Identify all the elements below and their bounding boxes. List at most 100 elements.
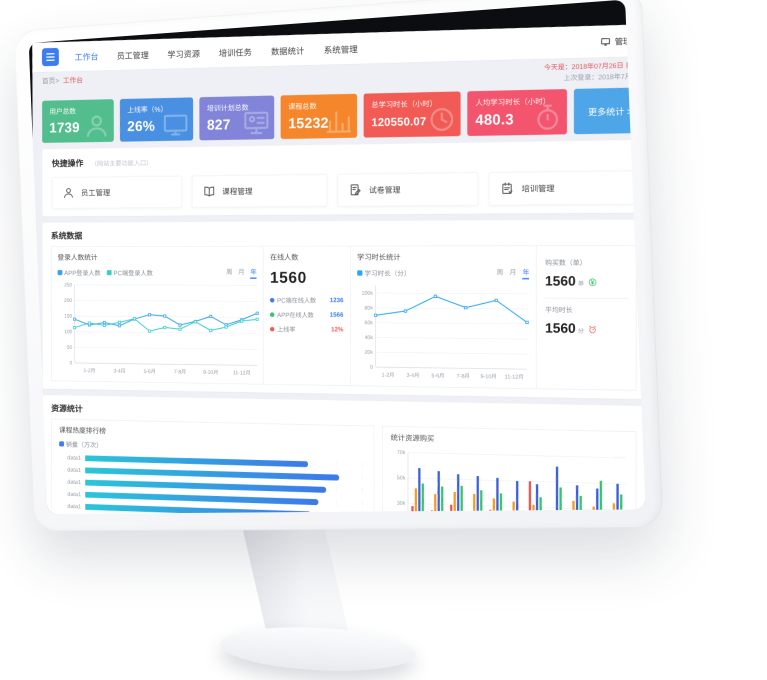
range-tab-月[interactable]: 月 — [238, 268, 245, 277]
system-data-panel: 系统数据 登录人数统计 APP登录人数 PC端登录人数 周月年 0 50 100 150… — [42, 219, 646, 400]
svg-text:60k: 60k — [364, 320, 373, 326]
more-stats-card[interactable]: 更多统计 > — [573, 87, 646, 135]
svg-text:30k: 30k — [397, 501, 406, 508]
online-users-rows: PC端在线人数 1236 APP在线人数 1566 上线率 12% — [270, 295, 343, 334]
nav-tab-工作台[interactable]: 工作台 — [74, 51, 99, 62]
legend-label: PC端登录人数 — [113, 270, 153, 278]
stat-card: 上线率（%） 26% — [119, 97, 194, 142]
rank-bar — [85, 455, 308, 467]
purchase-stat-unit: 分 — [577, 327, 585, 335]
resource-buy-panel: 统计资源购买 010k30k50k70k — [381, 425, 637, 515]
nav-tab-培训任务[interactable]: 培训任务 — [218, 47, 252, 58]
svg-text:11-12月: 11-12月 — [505, 373, 524, 381]
legend-swatch — [57, 269, 63, 275]
course-rank-legend: 销量（万次） — [59, 439, 102, 449]
legend-item[interactable]: APP登录人数 — [57, 267, 101, 278]
rank-bar-label: data1 — [67, 490, 82, 498]
svg-text:9-10月: 9-10月 — [203, 369, 218, 376]
svg-text:3-4月: 3-4月 — [406, 372, 419, 379]
svg-text:50: 50 — [67, 345, 73, 351]
online-stat-label: PC端在线人数 — [277, 297, 317, 305]
system-data-body: 登录人数统计 APP登录人数 PC端登录人数 周月年 0 50 100 150 200 25… — [50, 245, 637, 391]
online-stat-row: 上线率 12% — [270, 324, 343, 334]
book-icon — [203, 185, 216, 199]
legend-item[interactable]: 销量（万次） — [59, 439, 102, 449]
login-chart-legend: APP登录人数 PC端登录人数 — [57, 267, 153, 278]
today-date: 今天是：2018年07月26日 星期三 — [544, 61, 646, 72]
range-tab-周[interactable]: 周 — [226, 268, 233, 277]
person-icon — [62, 186, 75, 200]
svg-text:150: 150 — [64, 314, 72, 320]
svg-text:250: 250 — [64, 282, 72, 288]
svg-text:20k: 20k — [364, 350, 373, 356]
legend-label: APP登录人数 — [64, 270, 101, 278]
online-stat-row: PC端在线人数 1236 — [270, 295, 343, 305]
legend-label: 学习时长（分） — [364, 270, 411, 278]
resource-stats-panel: 资源统计 课程热度排行榜 销量（万次） data1 data1 data1 data1… — [42, 394, 646, 515]
study-chart-legend: 学习时长（分） — [357, 268, 410, 278]
stat-card: 课程总数 15232 — [280, 93, 357, 140]
legend-item[interactable]: PC端登录人数 — [106, 267, 153, 278]
online-stat-label: APP在线人数 — [277, 311, 314, 320]
online-users-panel: 在线人数 1560 PC端在线人数 1236 APP在线人数 1566 上线率 12% — [263, 246, 351, 386]
legend-item[interactable]: 学习时长（分） — [357, 268, 410, 278]
rank-bar-label: data1 — [67, 478, 82, 486]
range-tab-月[interactable]: 月 — [509, 269, 517, 277]
svg-text:200: 200 — [64, 298, 72, 304]
nav-tab-数据统计[interactable]: 数据统计 — [270, 45, 305, 57]
legend-swatch — [59, 440, 64, 447]
system-data-title: 系统数据 — [50, 230, 83, 241]
nav-tab-系统管理[interactable]: 系统管理 — [323, 44, 358, 55]
resource-buy-bar-chart: 010k30k50k70k — [397, 450, 628, 515]
stopwatch-icon — [532, 101, 564, 133]
login-chart-title: 登录人数统计 — [57, 253, 98, 262]
quick-actions-panel: 快捷操作 （网站主要功能入口） 员工管理 课程管理 试卷管理 培训管理 — [42, 139, 646, 217]
quick-action-label: 员工管理 — [80, 188, 111, 198]
breadcrumb-current: 工作台 — [62, 76, 83, 85]
purchase-stats-panel: 购买数（单） 1560 单平均时长 1560 分 — [536, 245, 636, 390]
rank-bar — [85, 479, 327, 493]
purchase-stat-label: 平均时长 — [545, 306, 573, 315]
breadcrumb-home[interactable]: 首页> — [42, 77, 60, 86]
quick-action-员工管理[interactable]: 员工管理 — [51, 175, 183, 209]
breadcrumb: 首页> 工作台 — [42, 75, 83, 86]
stat-card: 培训计划总数 827 — [199, 95, 275, 141]
user-menu[interactable]: 管理员 ▾ — [601, 34, 646, 47]
online-users-value: 1560 — [270, 268, 307, 287]
nav-tab-员工管理[interactable]: 员工管理 — [116, 50, 149, 61]
svg-text:11-12月: 11-12月 — [233, 369, 251, 376]
quick-action-试卷管理[interactable]: 试卷管理 — [337, 172, 479, 207]
svg-text:0: 0 — [370, 365, 373, 371]
quick-action-培训管理[interactable]: 培训管理 — [488, 170, 636, 206]
study-chart-panel: 学习时长统计 学习时长（分） 周月年 0 20k 40k 60k 80k 100k 1-2月… — [349, 245, 537, 389]
nav-tab-学习资源[interactable]: 学习资源 — [167, 48, 200, 60]
svg-text:0: 0 — [70, 360, 73, 366]
purchase-stat-value: 1560 — [545, 321, 576, 337]
date-info: 今天是：2018年07月26日 星期三 上次登录：2018年7月25日 — [544, 60, 646, 84]
range-tab-周[interactable]: 周 — [496, 269, 504, 277]
login-line-chart: 0 50 100 150 200 250 1-2月 3-4月 5-6月 7-8月 9-10月 11-1… — [64, 282, 263, 377]
range-tab-年[interactable]: 年 — [522, 266, 530, 280]
resource-buy-title: 统计资源购买 — [390, 434, 435, 444]
rank-bar — [85, 491, 319, 505]
quick-action-课程管理[interactable]: 课程管理 — [191, 174, 328, 208]
rank-bar-label: data1 — [67, 502, 82, 510]
study-chart-title: 学习时长统计 — [357, 253, 401, 262]
purchase-stat-label: 购买数（单） — [545, 259, 587, 268]
quick-actions-items: 员工管理 课程管理 试卷管理 培训管理 — [51, 170, 636, 209]
screen: 工作台 员工管理 学习资源 培训任务 数据统计 系统管理 管理员 ▾ 首页> 工作台 今天… — [28, 0, 646, 515]
online-stat-label: 上线率 — [277, 326, 296, 334]
quick-actions-subtitle: （网站主要功能入口） — [90, 159, 153, 168]
range-tab-年[interactable]: 年 — [250, 266, 257, 279]
study-chart-tabs: 周月年 — [496, 266, 530, 280]
resource-stats-body: 课程热度排行榜 销量（万次） data1 data1 data1 data1 data1… — [51, 418, 637, 515]
study-line-chart: 0 20k 40k 60k 80k 100k 1-2月 3-4月 5-6月 7-8月 9-10月 11… — [362, 280, 532, 381]
training-icon — [500, 181, 514, 195]
svg-text:1-2月: 1-2月 — [84, 367, 96, 374]
login-chart-panel: 登录人数统计 APP登录人数 PC端登录人数 周月年 0 50 100 150 200 25… — [51, 247, 263, 384]
purchase-stat-unit: 单 — [577, 280, 585, 288]
monitor-stand-base — [219, 622, 417, 676]
legend-dot — [270, 312, 275, 317]
menu-toggle-button[interactable] — [41, 47, 59, 67]
